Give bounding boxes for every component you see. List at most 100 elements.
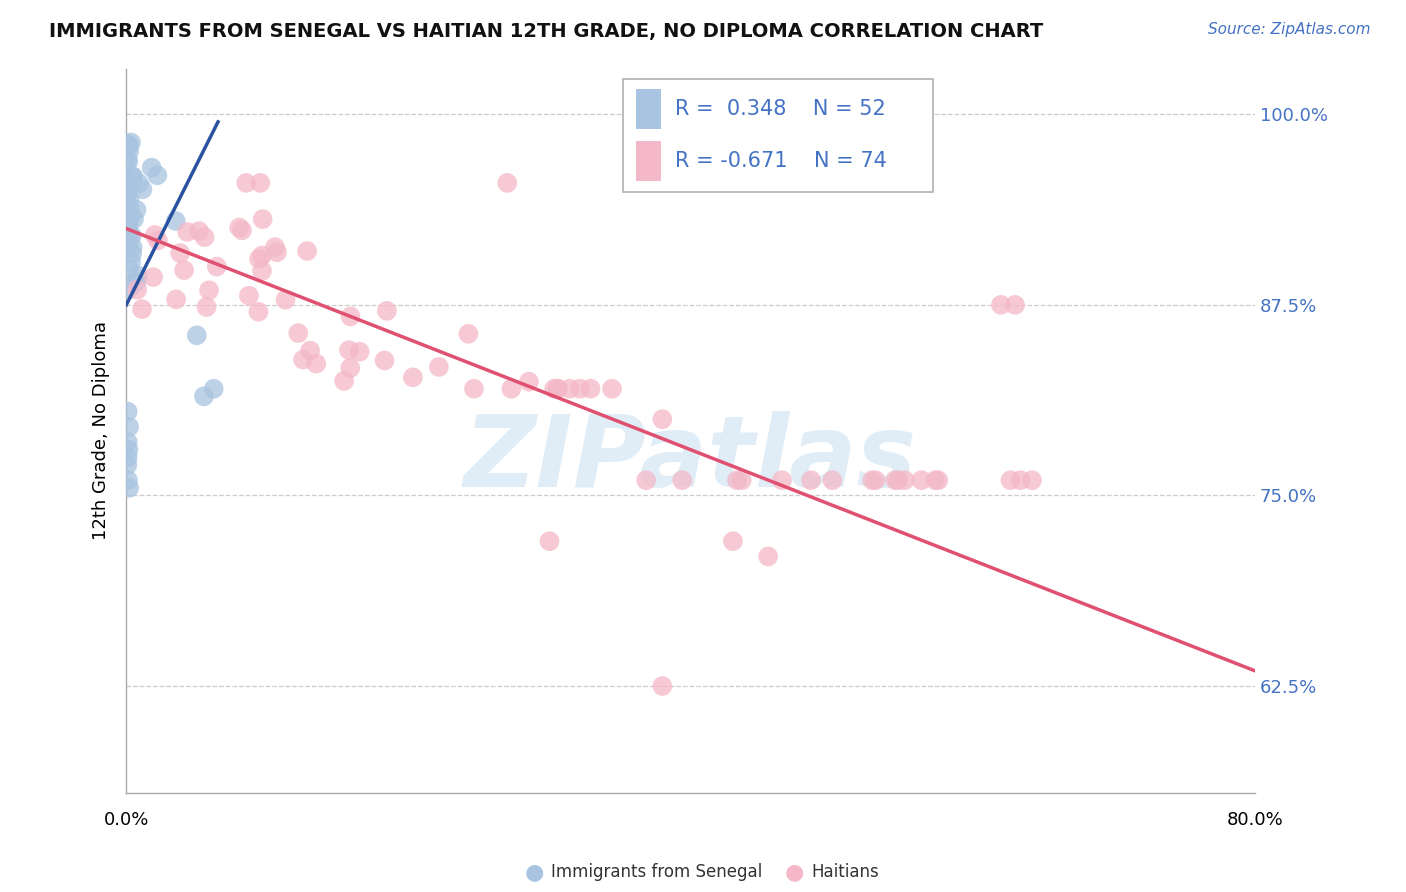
Point (195, 300, 218, 314)
Point (122, 212, 145, 227)
Point (141, 161, 163, 175)
Point (128, 177, 150, 191)
Point (118, 226, 141, 240)
Point (517, 375, 540, 389)
Point (375, 303, 398, 318)
Point (121, 169, 143, 184)
Point (188, 224, 211, 238)
Bar (637, 141, 661, 181)
Point (927, 473, 949, 487)
Point (247, 305, 270, 319)
Point (120, 136, 142, 150)
Point (193, 389, 215, 403)
Point (501, 382, 523, 396)
Text: 0.0%: 0.0% (104, 811, 149, 829)
Point (402, 370, 425, 384)
Point (115, 173, 138, 187)
Point (121, 240, 143, 254)
Text: Immigrants from Senegal: Immigrants from Senegal (551, 863, 762, 881)
Point (770, 473, 793, 487)
FancyBboxPatch shape (623, 79, 934, 192)
Point (651, 412, 673, 426)
Point (117, 186, 139, 200)
Point (131, 182, 153, 196)
Point (252, 212, 274, 227)
Point (463, 382, 485, 396)
Point (731, 473, 754, 487)
Point (115, 235, 138, 250)
Point (339, 310, 361, 324)
Point (636, 473, 658, 487)
Text: ●: ● (785, 863, 804, 882)
Point (247, 252, 270, 266)
Point (1010, 473, 1032, 487)
Point (884, 473, 907, 487)
Point (169, 246, 191, 260)
Point (117, 219, 139, 234)
Point (127, 268, 149, 283)
Point (1000, 473, 1022, 487)
Point (249, 176, 271, 190)
Point (118, 145, 141, 159)
Point (457, 326, 479, 341)
Point (547, 382, 569, 396)
Point (118, 282, 141, 296)
Point (117, 209, 139, 223)
Point (600, 382, 623, 396)
Point (228, 220, 250, 235)
Point (337, 343, 360, 358)
Point (990, 298, 1012, 312)
Point (121, 228, 143, 243)
Point (893, 473, 915, 487)
Point (127, 283, 149, 297)
Point (756, 549, 779, 564)
Point (146, 233, 169, 247)
Point (117, 404, 139, 418)
Point (118, 178, 141, 193)
Point (910, 473, 932, 487)
Point (117, 136, 139, 151)
Point (231, 223, 253, 237)
Point (165, 214, 187, 228)
Point (295, 244, 318, 258)
Point (142, 270, 165, 285)
Point (800, 473, 823, 487)
Point (120, 202, 142, 217)
Point (131, 302, 153, 317)
Point (202, 382, 225, 396)
Point (117, 473, 139, 487)
Point (118, 213, 141, 227)
Point (117, 235, 139, 250)
Point (569, 382, 592, 396)
Point (122, 169, 145, 184)
Text: Haitians: Haitians (811, 863, 879, 881)
Point (125, 275, 148, 289)
Point (579, 382, 602, 396)
Point (118, 138, 141, 153)
Point (117, 435, 139, 450)
Point (117, 442, 139, 457)
Text: 80.0%: 80.0% (1226, 811, 1284, 829)
Point (118, 420, 141, 434)
Point (118, 481, 141, 495)
Point (1021, 473, 1043, 487)
Point (264, 240, 287, 254)
Point (821, 473, 844, 487)
Point (250, 264, 273, 278)
Point (865, 473, 887, 487)
Text: R = -0.671    N = 74: R = -0.671 N = 74 (675, 151, 887, 171)
Point (115, 218, 138, 232)
Point (125, 202, 148, 217)
Point (305, 357, 328, 371)
Point (193, 230, 215, 244)
Point (120, 255, 142, 269)
Point (427, 359, 450, 374)
Point (558, 382, 581, 396)
Point (496, 176, 519, 190)
Point (118, 212, 141, 227)
Point (374, 353, 396, 368)
Point (299, 343, 322, 358)
Point (143, 227, 166, 242)
Point (924, 473, 946, 487)
Point (538, 534, 561, 549)
